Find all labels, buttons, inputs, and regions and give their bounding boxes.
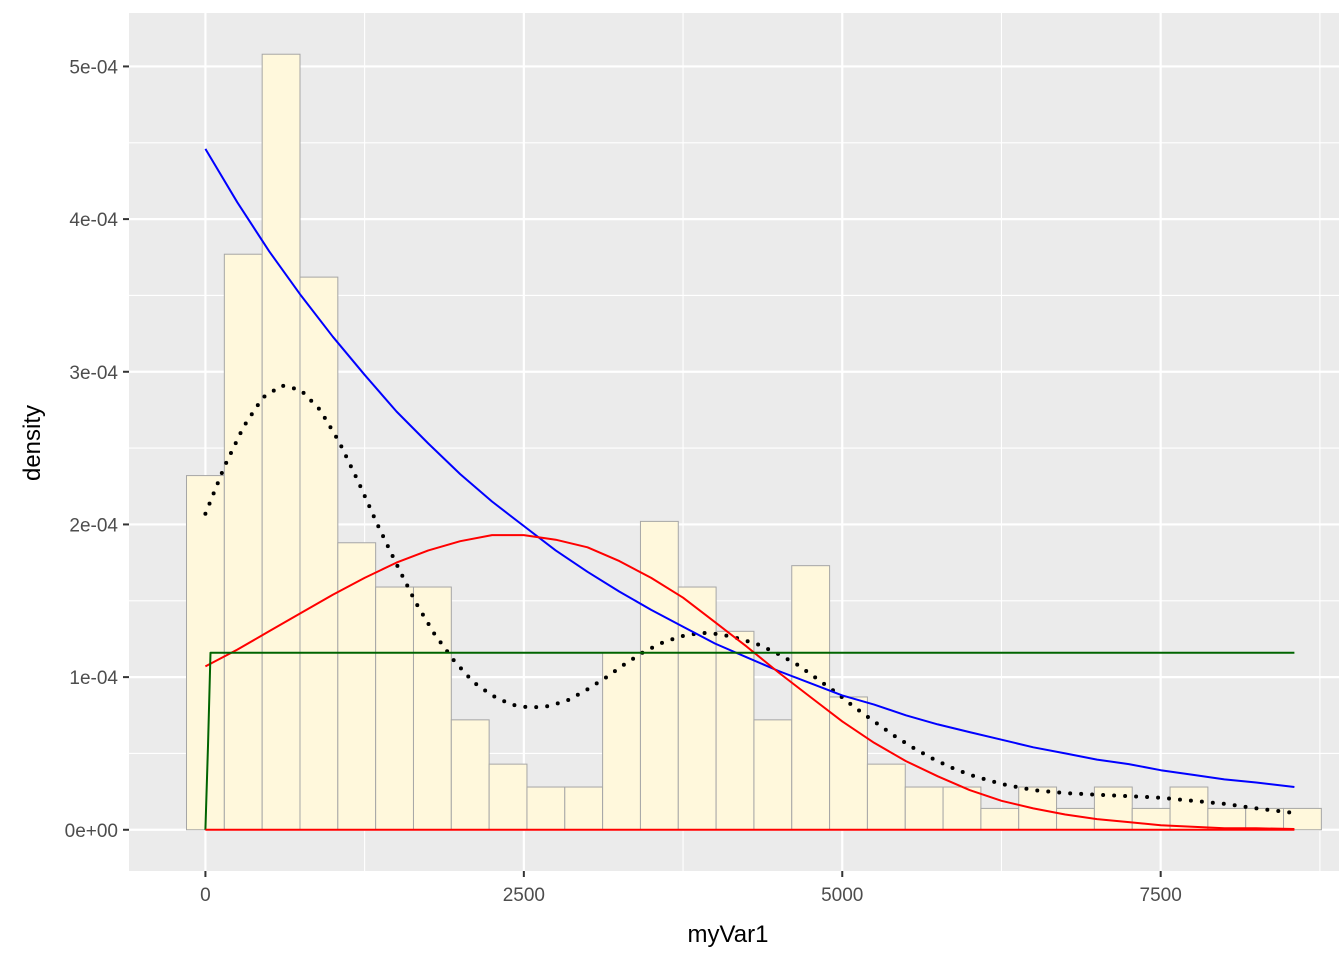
histogram-bar <box>1131 807 1171 831</box>
histogram-bar <box>488 763 528 831</box>
y-tick-label: 4e-04 <box>69 210 118 231</box>
series-line-1 <box>204 148 1295 788</box>
histogram-bar <box>375 586 414 831</box>
x-tick-label: 5000 <box>821 885 863 906</box>
x-tick-label: 2500 <box>503 885 545 906</box>
histogram-bar <box>1093 786 1133 831</box>
y-axis-title: density <box>19 405 46 481</box>
histogram-bar <box>261 53 301 831</box>
histogram-bar <box>564 786 604 831</box>
histogram-bar <box>1169 786 1209 831</box>
histogram-bar <box>677 586 717 831</box>
histogram-bar <box>223 253 263 831</box>
histogram-bar <box>942 786 982 831</box>
series-line-0 <box>203 383 1297 815</box>
histogram-bar <box>412 586 452 831</box>
histogram-bar <box>526 786 566 831</box>
histogram-bar <box>1207 807 1247 831</box>
histogram-bar <box>602 652 641 831</box>
histogram-bar <box>715 630 755 831</box>
x-tick-label: 0 <box>200 885 211 906</box>
x-tick-label: 7500 <box>1140 885 1182 906</box>
histogram-bar <box>866 763 906 831</box>
density-lines <box>203 148 1297 831</box>
histogram-bar <box>1056 807 1095 831</box>
series-line-3 <box>204 651 1295 830</box>
histogram-bar <box>299 276 339 831</box>
y-tick-label: 2e-04 <box>69 515 118 536</box>
x-axis-title: myVar1 <box>688 921 769 948</box>
y-tick-label: 3e-04 <box>69 363 118 384</box>
histogram-bar <box>1283 807 1322 831</box>
histogram-bar <box>639 520 679 831</box>
y-axis: 0e+00 1e-04 2e-04 3e-04 4e-04 5e-04 <box>65 57 129 842</box>
y-tick-label: 5e-04 <box>69 57 118 78</box>
histogram-bar <box>980 807 1020 831</box>
histogram-bar <box>450 719 490 831</box>
histogram-bar <box>829 696 868 831</box>
y-tick-label: 0e+00 <box>65 821 118 842</box>
series-line-2 <box>204 534 1295 830</box>
histogram-bar <box>904 786 944 831</box>
x-axis: 0 2500 5000 7500 <box>200 871 1182 906</box>
histogram-bar <box>337 542 377 831</box>
histogram-bar <box>753 719 793 831</box>
y-tick-label: 1e-04 <box>69 668 118 689</box>
